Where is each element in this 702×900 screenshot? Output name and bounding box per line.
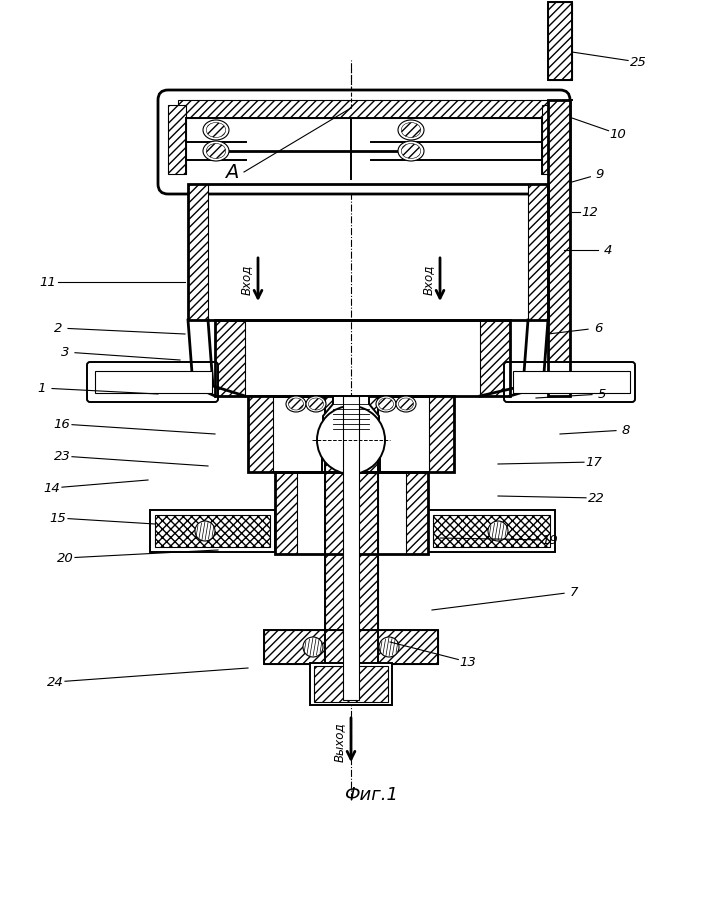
- Bar: [325, 396, 378, 700]
- Ellipse shape: [398, 120, 424, 140]
- Polygon shape: [323, 396, 379, 431]
- Text: 19: 19: [542, 534, 558, 546]
- Bar: [542, 105, 560, 174]
- Bar: [343, 396, 359, 700]
- Bar: [150, 510, 275, 552]
- Ellipse shape: [286, 396, 306, 412]
- Bar: [325, 396, 378, 700]
- Ellipse shape: [378, 398, 394, 410]
- Bar: [406, 472, 428, 554]
- Text: 8: 8: [622, 424, 630, 436]
- Bar: [95, 371, 212, 393]
- Ellipse shape: [398, 141, 424, 161]
- Text: 2: 2: [54, 321, 62, 335]
- Ellipse shape: [203, 120, 229, 140]
- Text: 7: 7: [570, 586, 578, 598]
- Text: 3: 3: [61, 346, 69, 358]
- Text: 16: 16: [53, 418, 70, 430]
- Ellipse shape: [402, 122, 420, 138]
- Text: 22: 22: [588, 491, 604, 505]
- Ellipse shape: [206, 143, 226, 158]
- Text: 25: 25: [630, 56, 647, 68]
- Text: 6: 6: [594, 321, 602, 335]
- FancyBboxPatch shape: [87, 362, 218, 402]
- Bar: [310, 663, 392, 705]
- Ellipse shape: [399, 398, 413, 410]
- Bar: [178, 100, 550, 118]
- Bar: [264, 630, 438, 664]
- Text: Вход: Вход: [421, 265, 435, 295]
- Bar: [528, 184, 548, 320]
- Bar: [548, 2, 572, 80]
- Ellipse shape: [206, 122, 226, 138]
- Text: 17: 17: [585, 455, 602, 469]
- Text: Фиг.1: Фиг.1: [344, 786, 398, 804]
- Text: 23: 23: [53, 449, 70, 463]
- Bar: [275, 472, 428, 554]
- Bar: [215, 320, 510, 396]
- Ellipse shape: [306, 396, 326, 412]
- Text: А: А: [225, 163, 239, 182]
- Bar: [248, 396, 273, 472]
- Text: 13: 13: [460, 655, 477, 669]
- Bar: [513, 371, 630, 393]
- Text: 24: 24: [46, 676, 63, 688]
- Ellipse shape: [376, 396, 396, 412]
- Bar: [168, 105, 186, 174]
- Circle shape: [303, 637, 323, 657]
- Bar: [264, 630, 438, 664]
- Ellipse shape: [203, 141, 229, 161]
- Circle shape: [317, 406, 385, 474]
- Text: 20: 20: [57, 552, 74, 564]
- Ellipse shape: [308, 398, 324, 410]
- Text: 10: 10: [609, 128, 626, 140]
- Ellipse shape: [396, 396, 416, 412]
- Text: 1: 1: [38, 382, 46, 394]
- Bar: [314, 666, 388, 702]
- Circle shape: [379, 637, 399, 657]
- Text: Вход: Вход: [239, 265, 253, 295]
- Text: 9: 9: [596, 167, 604, 181]
- Bar: [188, 184, 548, 320]
- Bar: [548, 100, 570, 396]
- Text: 4: 4: [604, 244, 612, 256]
- Text: 14: 14: [44, 482, 60, 494]
- Text: 11: 11: [39, 275, 56, 289]
- FancyBboxPatch shape: [504, 362, 635, 402]
- Bar: [548, 2, 572, 80]
- Bar: [428, 510, 555, 552]
- Bar: [548, 100, 570, 396]
- Bar: [188, 184, 208, 320]
- Text: 15: 15: [50, 511, 67, 525]
- Text: Выход: Выход: [333, 722, 345, 761]
- Bar: [248, 396, 454, 472]
- FancyBboxPatch shape: [158, 90, 570, 194]
- Bar: [215, 320, 245, 396]
- Bar: [429, 396, 454, 472]
- Bar: [433, 515, 550, 547]
- Bar: [275, 472, 297, 554]
- Ellipse shape: [402, 143, 420, 158]
- Circle shape: [488, 521, 508, 541]
- Bar: [155, 515, 270, 547]
- Bar: [480, 320, 510, 396]
- Circle shape: [195, 521, 215, 541]
- Text: 12: 12: [582, 205, 598, 219]
- Ellipse shape: [289, 398, 303, 410]
- Text: 5: 5: [598, 388, 607, 400]
